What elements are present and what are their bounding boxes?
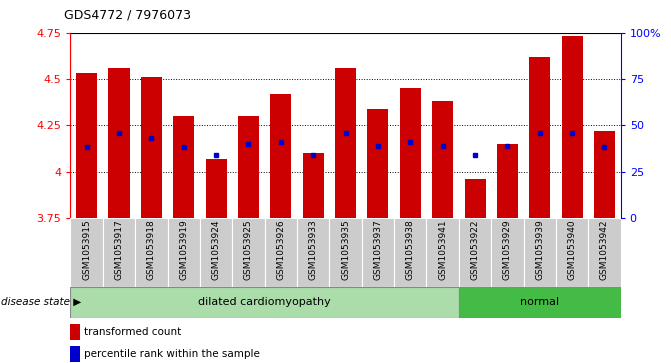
Bar: [109, 68, 130, 218]
Bar: [556, 218, 588, 287]
Bar: [400, 88, 421, 218]
Text: GSM1053918: GSM1053918: [147, 219, 156, 280]
Text: GSM1053917: GSM1053917: [115, 219, 123, 280]
Bar: [594, 131, 615, 218]
Bar: [168, 218, 200, 287]
Bar: [394, 218, 427, 287]
Bar: [335, 68, 356, 218]
Bar: [368, 109, 389, 218]
Text: GSM1053942: GSM1053942: [600, 219, 609, 280]
Text: GSM1053924: GSM1053924: [211, 219, 221, 280]
Bar: [173, 116, 195, 218]
Text: GSM1053939: GSM1053939: [535, 219, 544, 280]
Bar: [238, 116, 259, 218]
Text: GSM1053940: GSM1053940: [568, 219, 576, 280]
Text: GSM1053919: GSM1053919: [179, 219, 189, 280]
Text: GSM1053929: GSM1053929: [503, 219, 512, 280]
Text: transformed count: transformed count: [85, 327, 181, 337]
Bar: [264, 218, 297, 287]
Bar: [427, 218, 459, 287]
Bar: [497, 144, 518, 218]
Bar: [232, 218, 264, 287]
Bar: [70, 218, 103, 287]
Bar: [491, 218, 523, 287]
Text: dilated cardiomyopathy: dilated cardiomyopathy: [198, 297, 331, 307]
Bar: [205, 159, 227, 218]
Text: GSM1053915: GSM1053915: [82, 219, 91, 280]
Text: GSM1053933: GSM1053933: [309, 219, 317, 280]
Bar: [76, 73, 97, 218]
Bar: [529, 57, 550, 218]
Bar: [464, 179, 486, 218]
Text: disease state ▶: disease state ▶: [1, 297, 81, 307]
Bar: [523, 218, 556, 287]
Bar: [562, 36, 582, 218]
Bar: [459, 287, 621, 318]
Bar: [329, 218, 362, 287]
Text: GSM1053941: GSM1053941: [438, 219, 447, 280]
Text: GSM1053938: GSM1053938: [406, 219, 415, 280]
Bar: [432, 101, 453, 218]
Bar: [588, 218, 621, 287]
Bar: [297, 218, 329, 287]
Bar: [70, 346, 81, 362]
Bar: [103, 218, 135, 287]
Text: GSM1053935: GSM1053935: [341, 219, 350, 280]
Text: GSM1053937: GSM1053937: [374, 219, 382, 280]
Text: percentile rank within the sample: percentile rank within the sample: [85, 349, 260, 359]
Bar: [200, 218, 232, 287]
Bar: [459, 218, 491, 287]
Bar: [270, 94, 291, 218]
Text: GDS4772 / 7976073: GDS4772 / 7976073: [64, 9, 191, 22]
Bar: [362, 218, 394, 287]
Bar: [135, 218, 168, 287]
Text: normal: normal: [520, 297, 560, 307]
Text: GSM1053925: GSM1053925: [244, 219, 253, 280]
Bar: [70, 287, 459, 318]
Text: GSM1053922: GSM1053922: [470, 219, 480, 280]
Text: GSM1053926: GSM1053926: [276, 219, 285, 280]
Bar: [303, 153, 323, 218]
Bar: [141, 77, 162, 218]
Bar: [70, 324, 81, 340]
